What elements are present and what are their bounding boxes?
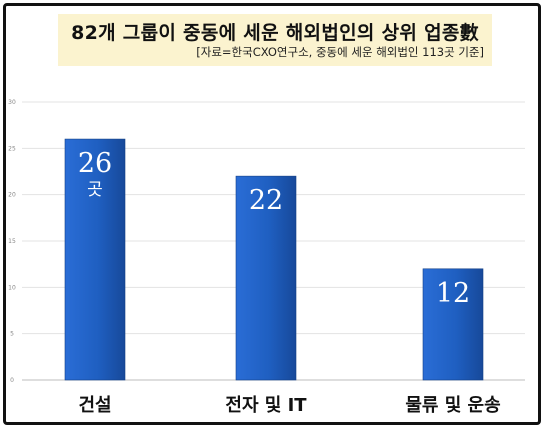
bar-unit-label: 곳 [87, 180, 103, 200]
category-label: 건설 [78, 395, 111, 416]
bar-value-label: 12 [436, 278, 470, 309]
bar [64, 138, 126, 381]
bar-value-label: 22 [249, 185, 283, 216]
bar-value-label: 26 [78, 148, 112, 179]
bar [235, 175, 297, 381]
bars [64, 138, 484, 381]
y-tick-label: 0 [10, 377, 14, 384]
title-band: 82개 그룹이 중동에 세운 해외법인의 상위 업종數 [자료=한국CXO연구소… [58, 14, 492, 66]
chart-subtitle: [자료=한국CXO연구소, 중동에 세운 해외법인 113곳 기준] [196, 45, 484, 59]
y-tick-label: 25 [8, 145, 16, 152]
category-label: 전자 및 IT [225, 395, 307, 416]
chart-title: 82개 그룹이 중동에 세운 해외법인의 상위 업종數 [71, 22, 479, 44]
y-tick-label: 30 [8, 99, 16, 106]
y-tick-label: 5 [10, 331, 14, 338]
bar [422, 268, 484, 381]
y-tick-label: 15 [8, 238, 16, 245]
x-tick-labels: 건설 전자 및 IT 물류 및 운송 [78, 395, 500, 416]
y-tick-labels: 0 5 10 15 20 25 30 [8, 99, 16, 384]
y-tick-label: 20 [8, 192, 16, 199]
y-tick-label: 10 [8, 284, 16, 291]
category-label: 물류 및 운송 [405, 395, 500, 416]
data-labels: 26곳 22 12 [78, 148, 470, 309]
